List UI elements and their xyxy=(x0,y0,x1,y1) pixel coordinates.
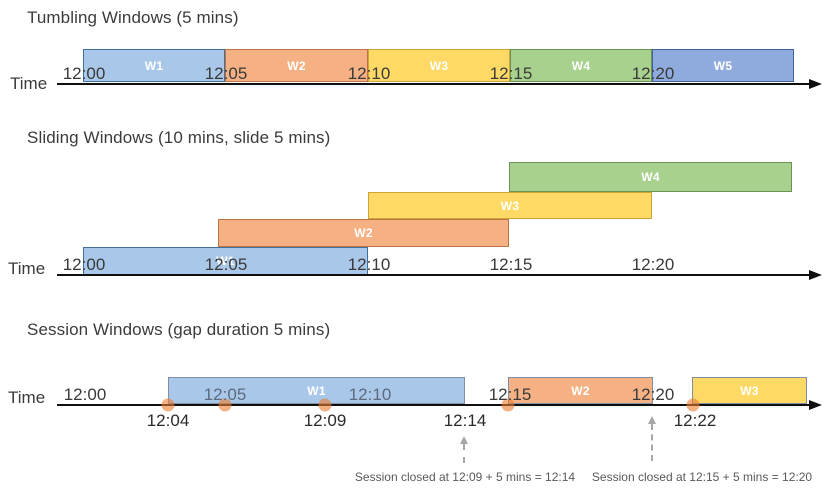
dashed-arrow-line xyxy=(651,424,653,461)
window-label: W1 xyxy=(144,58,164,73)
axis-tick-label: 12:00 xyxy=(63,385,107,404)
dashed-arrowhead-up xyxy=(460,436,468,444)
axis-tick-label: 12:20 xyxy=(631,255,675,274)
time-axis-label: Time xyxy=(8,259,46,278)
dashed-arrowhead-up xyxy=(648,416,656,424)
session-closed-annotation: Session closed at 12:09 + 5 mins = 12:14 xyxy=(354,470,576,484)
window-label: W2 xyxy=(287,58,306,73)
event-dot xyxy=(161,398,175,412)
section-title-sliding: Sliding Windows (10 mins, slide 5 mins) xyxy=(27,128,331,147)
window-box-w1: W1 xyxy=(168,377,465,404)
window-label: W4 xyxy=(641,170,660,184)
window-box-w2: W2 xyxy=(218,219,509,247)
window-box-w2: W2 xyxy=(225,49,368,82)
window-box-w4: W4 xyxy=(509,162,792,192)
axis-tick-label: 12:05 xyxy=(204,64,248,83)
event-time-label: 12:14 xyxy=(443,411,487,430)
time-axis-arrowhead xyxy=(809,400,822,410)
window-label: W5 xyxy=(713,58,733,73)
window-label: W1 xyxy=(307,383,326,398)
axis-tick-label: 12:00 xyxy=(62,255,106,274)
window-label: W3 xyxy=(500,198,520,213)
event-time-label: 12:22 xyxy=(673,411,717,430)
time-axis-line xyxy=(57,404,810,406)
axis-tick-label: 12:10 xyxy=(347,255,391,274)
window-box-w1: W1 xyxy=(83,49,225,82)
axis-tick-label: 12:05 xyxy=(204,255,248,274)
window-box-w4: W4 xyxy=(510,49,652,82)
window-box-w3: W3 xyxy=(368,49,510,82)
section-title-session: Session Windows (gap duration 5 mins) xyxy=(27,320,331,339)
window-label: W3 xyxy=(740,383,759,398)
axis-tick-label: 12:15 xyxy=(489,255,533,274)
window-label: W1 xyxy=(216,254,235,268)
time-axis-line xyxy=(57,83,810,85)
window-box-w1: W1 xyxy=(83,247,368,275)
window-box-w2: W2 xyxy=(508,377,653,404)
axis-tick-label: 12:00 xyxy=(62,64,106,83)
window-label: W2 xyxy=(571,383,590,398)
time-axis-arrowhead xyxy=(809,79,822,89)
axis-tick-label: 12:05 xyxy=(203,385,247,404)
axis-tick-label: 12:15 xyxy=(489,64,533,83)
axis-tick-label: 12:10 xyxy=(348,385,392,404)
event-time-label: 12:04 xyxy=(146,411,190,430)
time-axis-arrowhead xyxy=(809,270,822,280)
window-box-w5: W5 xyxy=(652,49,794,82)
dashed-arrow-line xyxy=(463,444,465,463)
section-title-tumbling: Tumbling Windows (5 mins) xyxy=(27,8,239,27)
event-dot xyxy=(501,398,515,412)
window-label: W3 xyxy=(429,58,449,73)
event-dot xyxy=(686,398,700,412)
window-box-w3: W3 xyxy=(692,377,807,404)
time-axis-label: Time xyxy=(8,388,46,407)
time-axis-label: Time xyxy=(10,74,48,93)
event-dot xyxy=(218,398,232,412)
window-label: W4 xyxy=(571,58,591,73)
window-box-w3: W3 xyxy=(368,192,652,219)
axis-tick-label: 12:15 xyxy=(488,385,532,404)
session-closed-annotation: Session closed at 12:15 + 5 mins = 12:20 xyxy=(591,470,813,484)
axis-tick-label: 12:20 xyxy=(631,64,675,83)
axis-tick-label: 12:10 xyxy=(347,64,391,83)
axis-tick-label: 12:20 xyxy=(631,385,675,404)
event-dot xyxy=(318,398,332,412)
event-time-label: 12:09 xyxy=(303,411,347,430)
time-axis-line xyxy=(57,274,810,276)
window-label: W2 xyxy=(354,226,373,240)
